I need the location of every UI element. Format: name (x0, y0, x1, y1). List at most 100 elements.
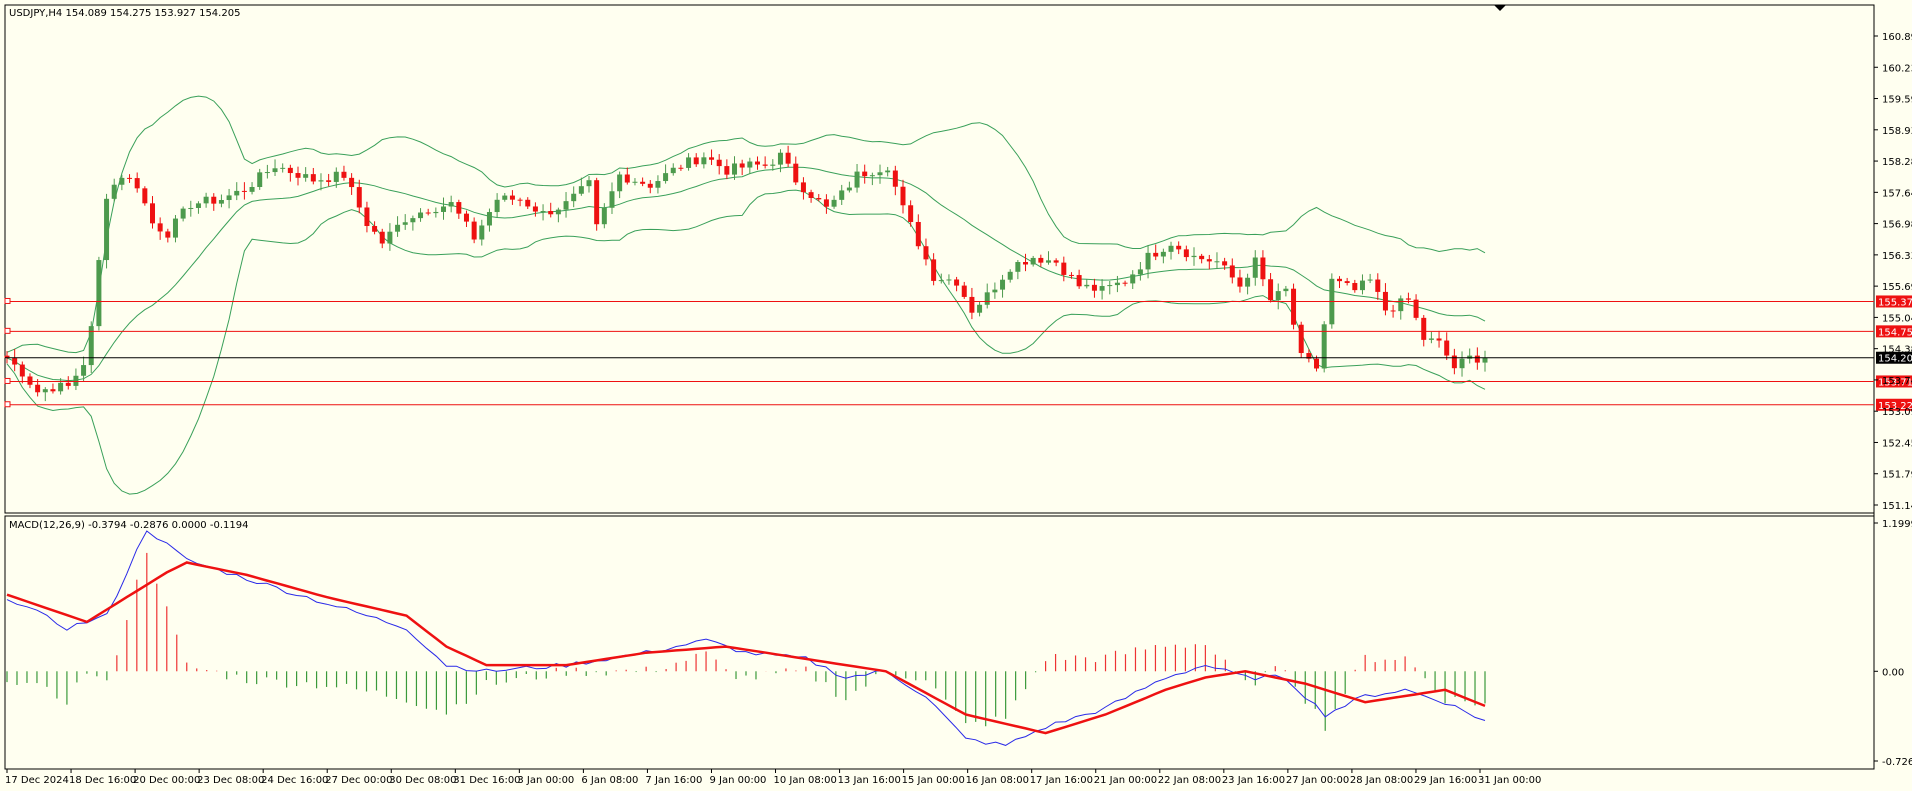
candle (1467, 348, 1473, 364)
candle (678, 164, 684, 171)
candle (1298, 321, 1304, 358)
candle (42, 387, 48, 402)
symbol-label: USDJPY,H4 (9, 8, 62, 19)
level-handle-icon[interactable] (4, 377, 11, 384)
candle (364, 201, 370, 233)
candle-body (1122, 282, 1128, 284)
candle-body (364, 207, 370, 227)
candle (333, 167, 339, 188)
candle (770, 159, 776, 171)
candle (1122, 280, 1128, 287)
candle (1153, 244, 1159, 261)
candle (494, 193, 500, 218)
candle-body (1428, 338, 1434, 340)
candle (1252, 250, 1258, 286)
candle (517, 197, 523, 207)
candle-body (1482, 357, 1488, 363)
candle (441, 197, 447, 220)
candle-body (226, 195, 232, 201)
price-tick-label: 157.640 (1882, 188, 1912, 199)
candle-body (954, 279, 960, 286)
level-handle-icon[interactable] (4, 327, 11, 334)
candle-body (1023, 262, 1029, 265)
candle-body (1153, 252, 1159, 257)
candle (716, 154, 722, 175)
candle-body (104, 198, 110, 261)
candle (119, 174, 125, 191)
candle (387, 223, 393, 251)
candle-body (862, 171, 868, 177)
candle-body (961, 285, 967, 297)
candle (1237, 269, 1243, 293)
candle (402, 214, 408, 230)
candle (839, 184, 845, 205)
candle (1336, 276, 1342, 289)
candle-body (571, 193, 577, 202)
candle (463, 210, 469, 228)
level-handle-icon[interactable] (4, 401, 11, 408)
time-tick-label: 23 Dec 08:00 (197, 775, 264, 786)
candle (1421, 315, 1427, 347)
candle (418, 208, 424, 222)
candle-body (938, 280, 944, 282)
candle (27, 373, 33, 389)
level-handle-icon[interactable] (4, 297, 11, 304)
candle-body (318, 180, 324, 182)
candle (1191, 247, 1197, 266)
candle (1199, 253, 1205, 264)
candle-body (188, 207, 194, 209)
candle-body (234, 190, 240, 196)
candle-body (647, 183, 653, 188)
price-tick-label: 160.890 (1882, 32, 1912, 43)
candle (341, 165, 347, 181)
horizontal-levels: 155.374 154.753 153.712 153.228 154.205 (4, 295, 1912, 412)
candle-body (1367, 279, 1373, 281)
candle (663, 164, 669, 184)
candle (1114, 275, 1120, 293)
candle (433, 207, 439, 218)
candle (1130, 270, 1136, 289)
candle-body (1091, 284, 1097, 291)
candle (1352, 279, 1358, 293)
candle (280, 163, 286, 173)
candle (395, 216, 401, 237)
time-tick-label: 13 Jan 16:00 (838, 775, 901, 786)
candle (701, 152, 707, 169)
candle-body (693, 157, 699, 165)
candle-body (272, 168, 278, 173)
candle-body (303, 174, 309, 178)
candle-body (1298, 324, 1304, 354)
candle-body (984, 292, 990, 305)
candle-body (578, 186, 584, 194)
candle-body (732, 163, 738, 175)
candle-body (471, 221, 477, 240)
candle (739, 159, 745, 176)
candle-body (463, 213, 469, 222)
candle-body (1352, 282, 1358, 291)
candle (1321, 321, 1327, 373)
chart-shift-marker-icon[interactable] (1494, 5, 1506, 11)
current-price-label: 154.205 (1878, 354, 1912, 365)
candle (747, 157, 753, 174)
candle (586, 176, 592, 193)
candle (1359, 274, 1365, 295)
candle-body (1390, 310, 1396, 312)
candle-body (617, 174, 623, 192)
candle (624, 167, 630, 185)
candle-body (1000, 279, 1006, 290)
candle (1061, 256, 1067, 282)
candle-body (816, 197, 822, 200)
candle-body (326, 180, 332, 182)
candle-body (808, 192, 814, 198)
candle (203, 192, 209, 208)
price-tick-label: 153.095 (1882, 407, 1912, 418)
candle-body (923, 246, 929, 260)
candle (617, 171, 623, 199)
candle (532, 202, 538, 217)
candle-body (1260, 257, 1266, 280)
candle-body (701, 157, 707, 165)
candle (1107, 280, 1113, 295)
candle-body (1214, 261, 1220, 263)
candle-body (931, 259, 937, 281)
